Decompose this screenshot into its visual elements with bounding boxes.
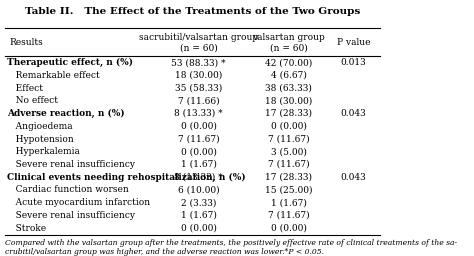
Text: 7 (11.66): 7 (11.66) (178, 96, 219, 105)
Text: 3 (5.00): 3 (5.00) (271, 147, 306, 156)
Text: Severe renal insufficiency: Severe renal insufficiency (7, 160, 135, 169)
Text: 7 (11.67): 7 (11.67) (178, 134, 219, 144)
Text: 0 (0.00): 0 (0.00) (181, 147, 217, 156)
Text: 53 (88.33) *: 53 (88.33) * (171, 58, 226, 67)
Text: Hyperkalemia: Hyperkalemia (7, 147, 80, 156)
Text: 6 (10.00): 6 (10.00) (178, 186, 219, 195)
Text: 8 (13.33) *: 8 (13.33) * (174, 173, 223, 182)
Text: 0 (0.00): 0 (0.00) (271, 122, 306, 131)
Text: 7 (11.67): 7 (11.67) (268, 211, 309, 220)
Text: Acute myocardium infarction: Acute myocardium infarction (7, 198, 150, 207)
Text: Severe renal insufficiency: Severe renal insufficiency (7, 211, 135, 220)
Text: Stroke: Stroke (7, 224, 46, 233)
Text: 7 (11.67): 7 (11.67) (268, 160, 309, 169)
Text: 2 (3.33): 2 (3.33) (181, 198, 216, 207)
Text: 18 (30.00): 18 (30.00) (175, 71, 222, 80)
Text: 1 (1.67): 1 (1.67) (181, 160, 217, 169)
Text: No effect: No effect (7, 96, 58, 105)
Text: 18 (30.00): 18 (30.00) (265, 96, 312, 105)
Text: 15 (25.00): 15 (25.00) (264, 186, 312, 195)
Text: 1 (1.67): 1 (1.67) (271, 198, 306, 207)
Text: 42 (70.00): 42 (70.00) (265, 58, 312, 67)
Text: Cardiac function worsen: Cardiac function worsen (7, 186, 129, 195)
Text: 0.013: 0.013 (341, 58, 366, 67)
Text: P value: P value (337, 38, 370, 47)
Text: 8 (13.33) *: 8 (13.33) * (174, 109, 223, 118)
Text: Table II.   The Effect of the Treatments of the Two Groups: Table II. The Effect of the Treatments o… (25, 7, 360, 16)
Text: Angioedema: Angioedema (7, 122, 73, 131)
Text: Results: Results (9, 38, 43, 47)
Text: Adverse reaction, n (%): Adverse reaction, n (%) (7, 109, 125, 118)
Text: Remarkable effect: Remarkable effect (7, 71, 100, 80)
Text: 0 (0.00): 0 (0.00) (181, 122, 217, 131)
Text: valsartan group
(n = 60): valsartan group (n = 60) (252, 33, 325, 52)
Text: 7 (11.67): 7 (11.67) (268, 134, 309, 144)
Text: Clinical events needing rehospitalization, n (%): Clinical events needing rehospitalizatio… (7, 173, 246, 182)
Text: 0.043: 0.043 (341, 173, 366, 182)
Text: 4 (6.67): 4 (6.67) (271, 71, 306, 80)
Text: Effect: Effect (7, 83, 43, 92)
Text: Hypotension: Hypotension (7, 134, 74, 144)
Text: 38 (63.33): 38 (63.33) (265, 83, 312, 92)
Text: sacrubitil/valsartan group
(n = 60): sacrubitil/valsartan group (n = 60) (139, 33, 258, 52)
Text: 0.043: 0.043 (341, 109, 366, 118)
Text: 0 (0.00): 0 (0.00) (181, 224, 217, 233)
Text: Compared with the valsartan group after the treatments, the positively effective: Compared with the valsartan group after … (5, 239, 457, 256)
Text: 0 (0.00): 0 (0.00) (271, 224, 306, 233)
Text: 17 (28.33): 17 (28.33) (265, 173, 312, 182)
Text: 17 (28.33): 17 (28.33) (265, 109, 312, 118)
Text: Therapeutic effect, n (%): Therapeutic effect, n (%) (7, 58, 133, 67)
Text: 35 (58.33): 35 (58.33) (175, 83, 222, 92)
Text: 1 (1.67): 1 (1.67) (181, 211, 217, 220)
